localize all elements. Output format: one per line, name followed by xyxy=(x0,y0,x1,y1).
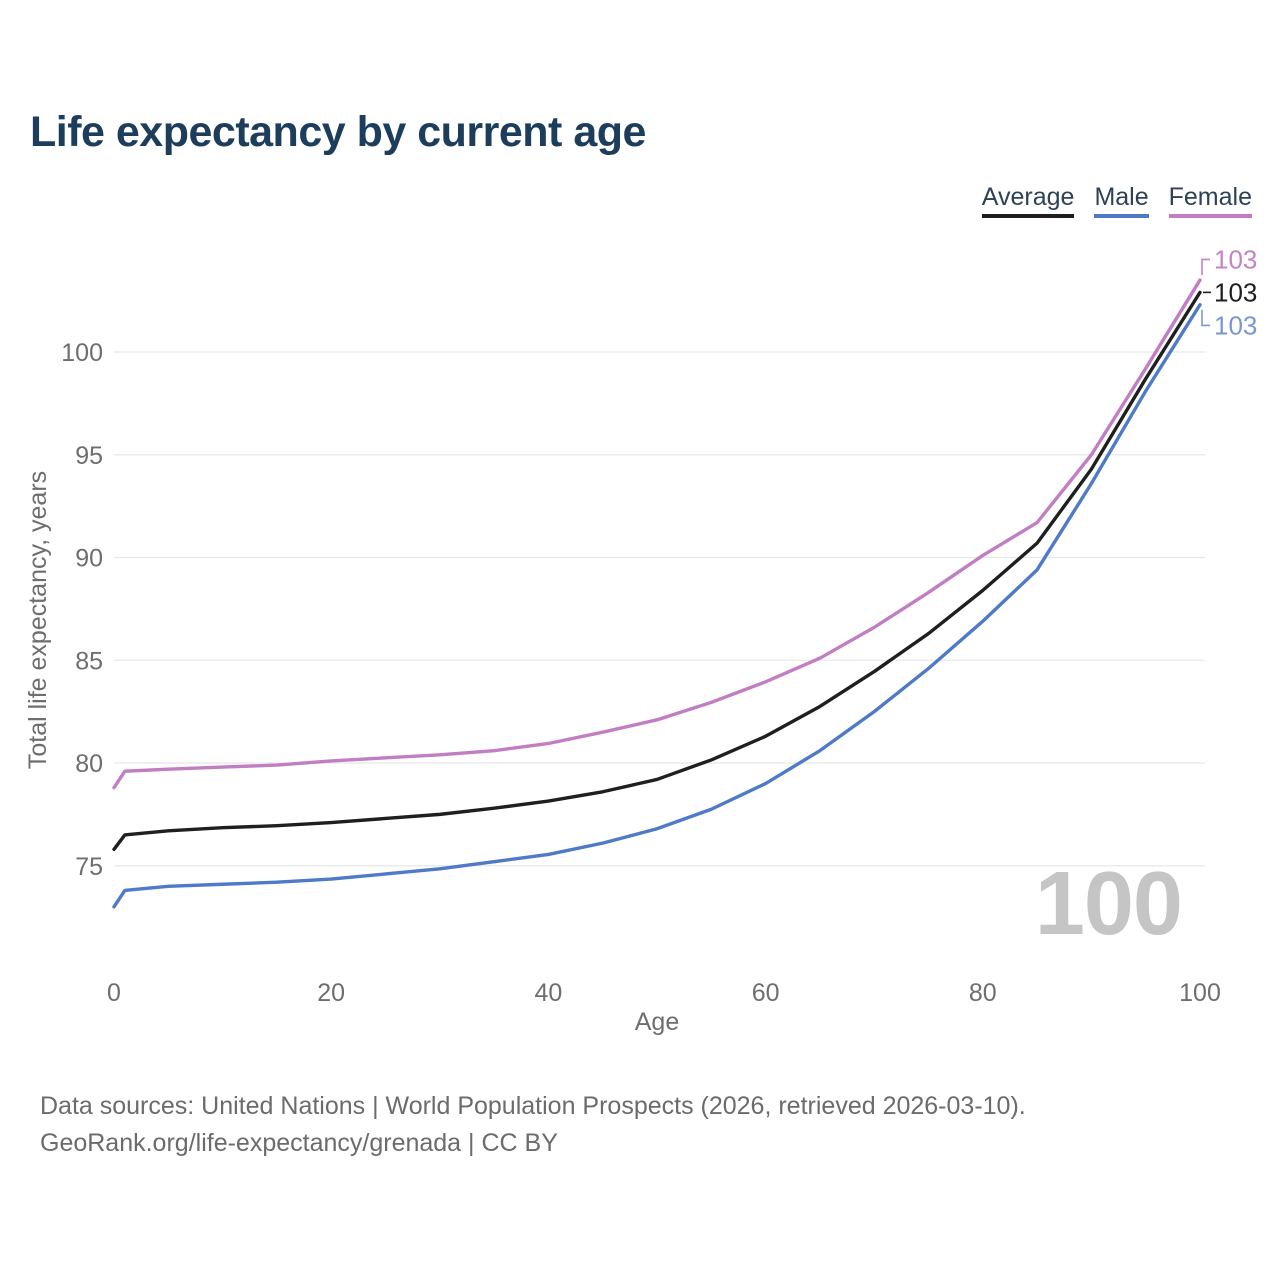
legend-label: Female xyxy=(1168,183,1252,211)
legend: Average Male Female xyxy=(981,183,1252,218)
legend-label: Average xyxy=(981,183,1075,211)
x-axis-title: Age xyxy=(635,1008,679,1036)
x-tick-label: 0 xyxy=(107,979,121,1007)
series-end-value-average: 103 xyxy=(1214,277,1257,307)
legend-color-bar xyxy=(981,214,1075,218)
y-tick-label: 85 xyxy=(75,647,103,675)
end-label-connector xyxy=(1201,258,1210,276)
footer-link-line: GeoRank.org/life-expectancy/grenada | CC… xyxy=(40,1129,558,1157)
legend-item-average[interactable]: Average xyxy=(981,183,1075,218)
page-title: Life expectancy by current age xyxy=(30,108,646,156)
series-line-average[interactable] xyxy=(112,290,1202,852)
footer-note: Data sources: United Nations | World Pop… xyxy=(40,1088,1026,1162)
legend-color-bar xyxy=(1168,214,1252,218)
y-tick-label: 95 xyxy=(75,442,103,470)
y-axis-title: Total life expectancy, years xyxy=(24,471,52,769)
series-end-value-female: 103 xyxy=(1214,244,1257,274)
series-end-value-male: 103 xyxy=(1214,310,1257,340)
x-tick-label: 60 xyxy=(752,979,780,1007)
footer-sources-line: Data sources: United Nations | World Pop… xyxy=(40,1092,1026,1120)
series-line-male[interactable] xyxy=(112,303,1202,909)
y-tick-label: 75 xyxy=(75,853,103,881)
x-tick-label: 80 xyxy=(969,979,997,1007)
series-line-female[interactable] xyxy=(112,278,1202,790)
x-tick-label: 100 xyxy=(1179,979,1221,1007)
y-tick-label: 80 xyxy=(75,750,103,778)
legend-item-female[interactable]: Female xyxy=(1168,183,1252,218)
x-tick-label: 40 xyxy=(534,979,562,1007)
age-watermark: 100 xyxy=(1035,854,1182,954)
x-tick-label: 20 xyxy=(317,979,345,1007)
end-label-connector xyxy=(1201,309,1210,327)
y-tick-label: 100 xyxy=(61,339,103,367)
y-tick-label: 90 xyxy=(75,545,103,573)
line-chart: 75 80 85 90 95 100 100 0 20 40 60 80 100 Age Total lif… xyxy=(24,244,1257,1036)
legend-color-bar xyxy=(1094,214,1149,218)
legend-label: Male xyxy=(1094,183,1149,211)
legend-item-male[interactable]: Male xyxy=(1094,183,1149,218)
